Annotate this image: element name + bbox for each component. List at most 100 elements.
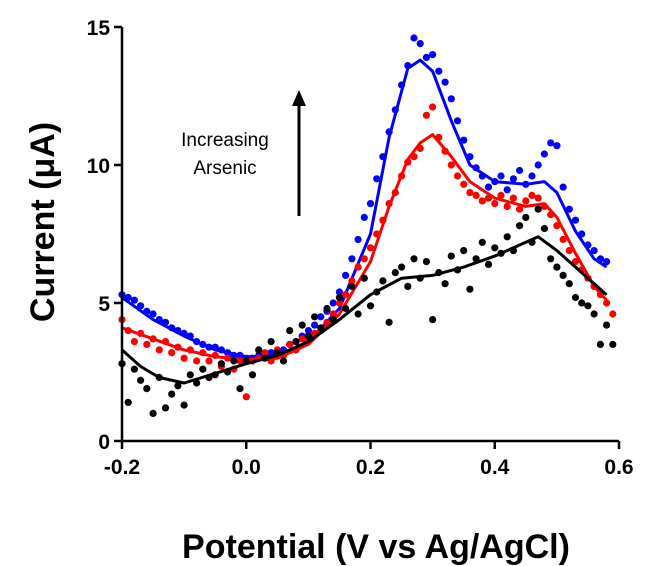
data-point [516,222,524,230]
data-point [553,142,561,150]
data-point [516,166,524,175]
fit-line [121,58,608,359]
data-point [422,111,430,119]
data-point [174,382,182,390]
plot-area [118,34,617,417]
axes [114,25,621,449]
data-point [571,216,580,224]
data-point [609,310,617,318]
data-point [547,255,555,263]
data-point [484,183,493,191]
data-point [161,404,170,412]
data-point [267,338,275,346]
data-point [298,335,306,343]
data-point [528,191,536,199]
data-point [410,34,418,42]
data-point [516,205,524,213]
data-point [429,103,437,111]
data-point [398,263,406,271]
data-point [559,183,567,191]
data-point [130,365,138,373]
series-0 [118,34,611,362]
data-point [478,197,486,205]
data-point [329,299,337,307]
data-point [422,258,430,266]
data-point [559,271,567,279]
data-point [236,385,244,393]
fit-line [121,235,608,385]
data-point [292,338,300,346]
data-point [298,321,306,329]
data-point [491,200,499,208]
data-point [584,302,592,310]
data-point [528,172,536,180]
data-point [329,310,337,318]
data-point [342,271,350,279]
data-point [503,202,511,210]
data-point [335,288,343,296]
data-point [248,371,257,379]
data-point [540,224,549,233]
data-point [472,191,480,199]
data-point [578,299,586,307]
y-tick-label: 10 [87,155,110,178]
data-point [348,277,356,285]
data-point [354,235,362,244]
data-point [447,252,455,260]
data-point [603,258,611,266]
data-point [143,340,151,348]
data-point [373,175,381,183]
y-tick-label: 15 [87,17,111,40]
data-point [503,233,511,241]
data-point [366,200,375,208]
data-point [460,180,468,188]
y-axis-title: Current (μA) [24,122,62,322]
data-point [571,258,580,266]
data-point [335,293,343,302]
series-2 [118,205,617,417]
data-point [261,349,269,357]
data-point [571,293,580,302]
data-point [603,299,611,307]
data-point [286,340,294,348]
data-point [590,310,598,318]
data-point [590,247,598,255]
data-point [565,280,573,288]
data-point [304,327,312,335]
data-point [453,117,462,125]
data-point [466,285,474,293]
data-point [149,310,157,318]
data-point [509,175,517,183]
series-1 [118,103,617,401]
fit-line [121,133,608,362]
data-point [503,186,511,194]
data-point [565,247,573,255]
data-point [422,53,430,62]
data-point [186,371,194,379]
x-tick-label: 0.2 [356,456,385,479]
data-point [441,78,449,86]
data-point [255,346,263,354]
data-point [342,291,350,299]
data-point [497,191,505,199]
data-point [447,95,455,103]
data-point [149,409,157,417]
data-point [323,304,331,313]
data-point [199,365,207,373]
data-point [317,313,325,321]
data-point [453,172,462,180]
x-tick-label: 0.0 [232,456,261,479]
data-point [460,247,468,255]
data-point [429,51,437,59]
data-point [603,321,611,329]
data-point [130,338,138,346]
data-point [180,354,188,362]
data-point [137,376,145,384]
data-point [435,67,443,75]
arrow-head-icon [292,90,306,106]
data-point [534,161,542,169]
data-point [217,360,225,368]
data-point [416,40,424,48]
data-point [497,172,505,180]
